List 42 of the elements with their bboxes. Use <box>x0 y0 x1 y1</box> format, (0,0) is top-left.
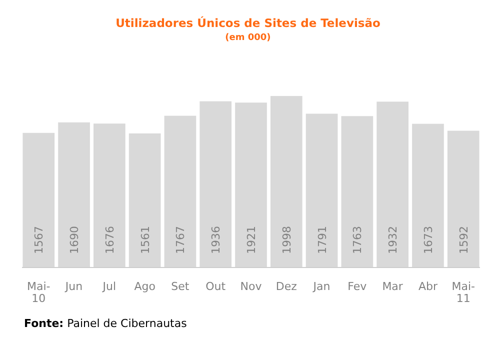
data-label: 1690 <box>68 226 82 254</box>
data-label: 1932 <box>386 226 400 254</box>
bar <box>306 114 338 267</box>
x-tick-label: Fev <box>348 280 368 293</box>
chart-title: Utilizadores Únicos de Sites de Televisão <box>116 16 381 30</box>
data-label: 1592 <box>457 226 470 254</box>
x-tick-label: Ago <box>134 280 156 293</box>
x-tick-label: Mai-11 <box>452 280 476 305</box>
bar <box>235 102 267 267</box>
source-note: Fonte: Painel de Cibernautas <box>24 317 188 330</box>
bar <box>164 116 196 267</box>
bar <box>93 124 126 267</box>
x-tick-label: Jul <box>102 280 116 293</box>
bar <box>128 133 161 267</box>
data-label: 1763 <box>351 226 364 254</box>
data-label: 1791 <box>316 226 329 254</box>
bar <box>22 132 55 267</box>
data-label: 1567 <box>32 226 46 254</box>
bar <box>412 124 444 267</box>
x-tick-label: Abr <box>418 280 438 293</box>
chart-subtitle: (em 000) <box>225 33 271 43</box>
x-tick-label: Jun <box>64 280 83 293</box>
bar <box>447 130 480 267</box>
x-tick-label: Mar <box>382 280 404 293</box>
bar <box>376 102 409 267</box>
x-tick-label: Mai-10 <box>27 280 50 305</box>
data-label: 1936 <box>210 226 223 254</box>
bar <box>200 101 232 267</box>
data-label: 1767 <box>174 226 188 254</box>
bar <box>270 96 302 267</box>
x-tick-label: Out <box>206 280 226 293</box>
bar <box>58 122 90 267</box>
bar <box>341 116 374 267</box>
x-tick-label: Set <box>171 280 190 293</box>
data-label: 1676 <box>103 226 116 254</box>
x-tick-label: Jan <box>312 280 330 293</box>
data-label: 1921 <box>245 226 258 254</box>
x-tick-label: Nov <box>240 280 262 293</box>
data-label: 1673 <box>422 226 435 254</box>
data-label: 1998 <box>280 226 294 254</box>
data-label: 1561 <box>138 226 152 254</box>
x-tick-label: Dez <box>276 280 298 293</box>
